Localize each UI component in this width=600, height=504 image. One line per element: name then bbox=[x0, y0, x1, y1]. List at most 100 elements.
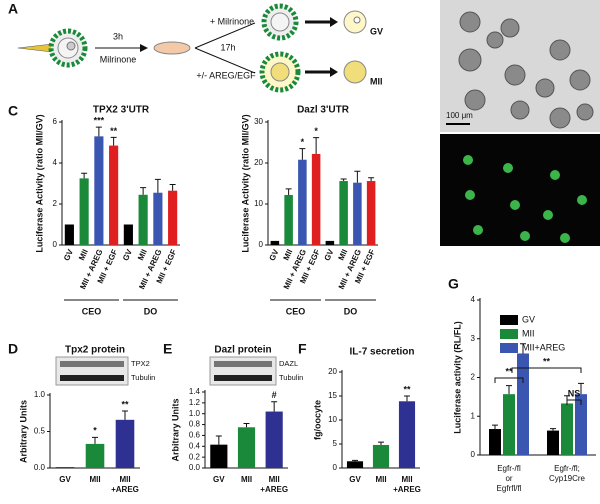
blot-label: Tubulin bbox=[131, 373, 155, 382]
y-tick-label: 0.6 bbox=[189, 431, 201, 440]
significance-label: *** bbox=[94, 116, 105, 126]
y-tick-label: 10 bbox=[328, 415, 337, 424]
significance-label: * bbox=[314, 126, 318, 136]
x-tick-label: MII bbox=[77, 248, 90, 262]
group-label: CEO bbox=[82, 306, 102, 316]
blot-band bbox=[214, 361, 272, 367]
bar bbox=[270, 240, 280, 245]
bar bbox=[346, 461, 364, 468]
bar bbox=[210, 444, 228, 468]
bar bbox=[311, 153, 321, 245]
error-bar bbox=[95, 126, 102, 137]
y-tick-label: 0.8 bbox=[189, 420, 201, 429]
y-axis-label: Luciferase Activity (ratio MII/GV) bbox=[240, 114, 250, 252]
scale-bar-label: 100 μm bbox=[446, 111, 473, 120]
bar bbox=[372, 444, 390, 468]
error-bar bbox=[299, 148, 306, 160]
group-label: DO bbox=[144, 306, 158, 316]
error-bar bbox=[378, 441, 384, 445]
significance-label: NS bbox=[568, 388, 581, 398]
group-label: DO bbox=[344, 306, 358, 316]
significance-label: ** bbox=[403, 384, 411, 394]
error-bar bbox=[368, 177, 375, 182]
panel-label: D bbox=[8, 341, 18, 357]
significance-label: # bbox=[272, 390, 277, 400]
panel-label: C bbox=[8, 103, 18, 119]
x-tick-label: GV bbox=[323, 247, 336, 262]
error-bar bbox=[92, 436, 98, 444]
error-bar bbox=[352, 459, 358, 462]
error-bar bbox=[271, 401, 278, 412]
y-axis-label: Luciferase Activity (ratio MII/GV) bbox=[34, 114, 44, 252]
x-tick-label: MII +AREG bbox=[393, 475, 421, 494]
legend-swatch bbox=[500, 343, 518, 353]
y-tick-label: 5 bbox=[333, 439, 338, 448]
x-tick-label-line: Egfr-/fl; bbox=[554, 464, 580, 473]
error-bar bbox=[243, 422, 250, 428]
legend-swatch bbox=[500, 329, 518, 339]
x-tick-label-line: or bbox=[505, 474, 512, 483]
error-bar bbox=[404, 395, 410, 402]
y-tick-label: 0 bbox=[333, 463, 338, 472]
y-tick-label: 1.2 bbox=[189, 398, 201, 407]
error-bar bbox=[340, 178, 347, 182]
y-tick-label: 1 bbox=[471, 411, 476, 420]
chart-title: Tpx2 protein bbox=[65, 345, 125, 356]
chart-title: Dazl 3'UTR bbox=[297, 105, 350, 116]
bar bbox=[79, 178, 89, 245]
y-tick-label: 4 bbox=[471, 295, 476, 304]
y-tick-label: 15 bbox=[328, 391, 337, 400]
x-tick-label: MII bbox=[375, 475, 386, 484]
error-bar bbox=[578, 382, 584, 395]
y-tick-label: 20 bbox=[254, 158, 263, 167]
error-bar bbox=[140, 187, 147, 195]
x-tick-label-line: MII bbox=[269, 475, 280, 484]
x-tick-label-line: Egfr-/fl bbox=[497, 464, 521, 473]
significance-bracket bbox=[494, 377, 524, 383]
bar bbox=[517, 353, 529, 455]
legend-swatch bbox=[500, 315, 518, 325]
bar bbox=[284, 194, 293, 245]
x-tick-label-line: +AREG bbox=[111, 485, 139, 494]
bar bbox=[489, 429, 501, 455]
panel-label: G bbox=[448, 276, 459, 292]
x-tick-label: Egfr-/fl; Cyp19Cre bbox=[549, 464, 586, 483]
x-tick-label: GV bbox=[121, 247, 134, 262]
error-bar bbox=[354, 170, 361, 183]
x-tick-label: GV bbox=[62, 247, 75, 262]
blot-label: TPX2 bbox=[131, 359, 150, 368]
bar bbox=[85, 443, 105, 468]
bar bbox=[153, 192, 163, 245]
error-bar bbox=[550, 428, 556, 431]
x-tick-label-line: Egfrfl/fl bbox=[497, 484, 522, 493]
chart-title: Dazl protein bbox=[214, 345, 271, 356]
y-tick-label: 2 bbox=[53, 199, 58, 208]
legend-label: MII+AREG bbox=[522, 342, 565, 352]
y-tick-label: 0.0 bbox=[189, 463, 201, 472]
x-tick-label: MII bbox=[336, 248, 349, 262]
diagram-label: GV bbox=[370, 26, 383, 36]
x-tick-label: GV bbox=[268, 247, 281, 262]
bar bbox=[561, 403, 573, 455]
diagram-label: Milrinone bbox=[100, 54, 137, 64]
blot-band bbox=[214, 375, 272, 381]
bar bbox=[339, 181, 348, 245]
legend-label: GV bbox=[522, 314, 535, 324]
bar bbox=[575, 394, 587, 455]
panel-label: F bbox=[298, 341, 307, 357]
blot-band bbox=[60, 361, 124, 367]
bar bbox=[547, 430, 559, 455]
bar bbox=[353, 182, 362, 245]
bar bbox=[64, 224, 74, 245]
x-tick-label-line: Cyp19Cre bbox=[549, 474, 586, 483]
x-tick-label: MII bbox=[89, 475, 100, 484]
error-bar bbox=[154, 178, 161, 193]
y-tick-label: 0 bbox=[471, 450, 476, 459]
blot-label: Tubulin bbox=[279, 373, 303, 382]
bar bbox=[503, 394, 515, 455]
bar bbox=[237, 427, 256, 468]
x-tick-label: MII +AREG bbox=[260, 475, 288, 494]
significance-label: ** bbox=[121, 399, 129, 409]
chart-title: TPX2 3'UTR bbox=[93, 105, 150, 116]
